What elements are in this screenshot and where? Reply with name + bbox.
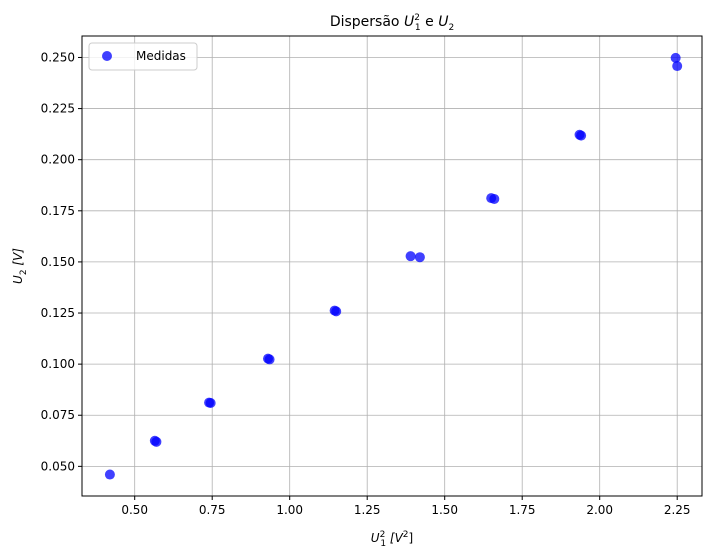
data-point	[576, 130, 587, 141]
legend-marker	[102, 51, 112, 61]
y-tick-label: 0.200	[41, 153, 75, 167]
legend-label: Medidas	[136, 49, 186, 63]
x-axis-label: U2 1 [V2]	[371, 530, 413, 549]
data-points	[104, 52, 683, 480]
data-point	[104, 469, 115, 480]
data-point	[331, 306, 342, 317]
data-point	[405, 251, 416, 262]
legend-box	[88, 42, 198, 71]
y-tick-label: 0.100	[41, 357, 75, 371]
data-point	[672, 61, 683, 72]
y-tick-label: 0.150	[41, 255, 75, 269]
x-tick-label: 0.75	[199, 503, 226, 517]
x-tick-label: 1.25	[354, 503, 381, 517]
x-tick-label: 2.00	[586, 503, 613, 517]
y-tick-label: 0.225	[41, 102, 75, 116]
x-tick-label: 0.50	[121, 503, 148, 517]
y-tick-label: 0.125	[41, 306, 75, 320]
y-axis-label: U2 [V]	[11, 248, 29, 284]
data-point	[670, 52, 681, 63]
data-point	[205, 397, 216, 408]
chart-title: Dispersão U2 1 e U2	[330, 13, 454, 33]
plot-frame	[81, 35, 703, 497]
y-tick-label: 0.175	[41, 204, 75, 218]
x-axis-ticks: 0.50 0.75 1.00 1.25 1.50 1.75 2.00 2.25	[121, 496, 691, 517]
data-point	[414, 252, 425, 263]
y-tick-label: 0.050	[41, 459, 75, 473]
y-tick-label: 0.250	[41, 50, 75, 64]
y-axis-ticks: 0.050 0.075 0.100 0.125 0.150 0.175 0.200 0.225…	[41, 50, 82, 473]
legend: Medidas	[88, 42, 198, 71]
data-point	[489, 193, 500, 204]
data-point	[151, 436, 162, 447]
data-point	[264, 354, 275, 365]
x-tick-label: 2.25	[664, 503, 691, 517]
x-tick-label: 1.00	[276, 503, 303, 517]
y-tick-label: 0.075	[41, 408, 75, 422]
x-tick-label: 1.50	[431, 503, 458, 517]
x-tick-label: 1.75	[509, 503, 536, 517]
